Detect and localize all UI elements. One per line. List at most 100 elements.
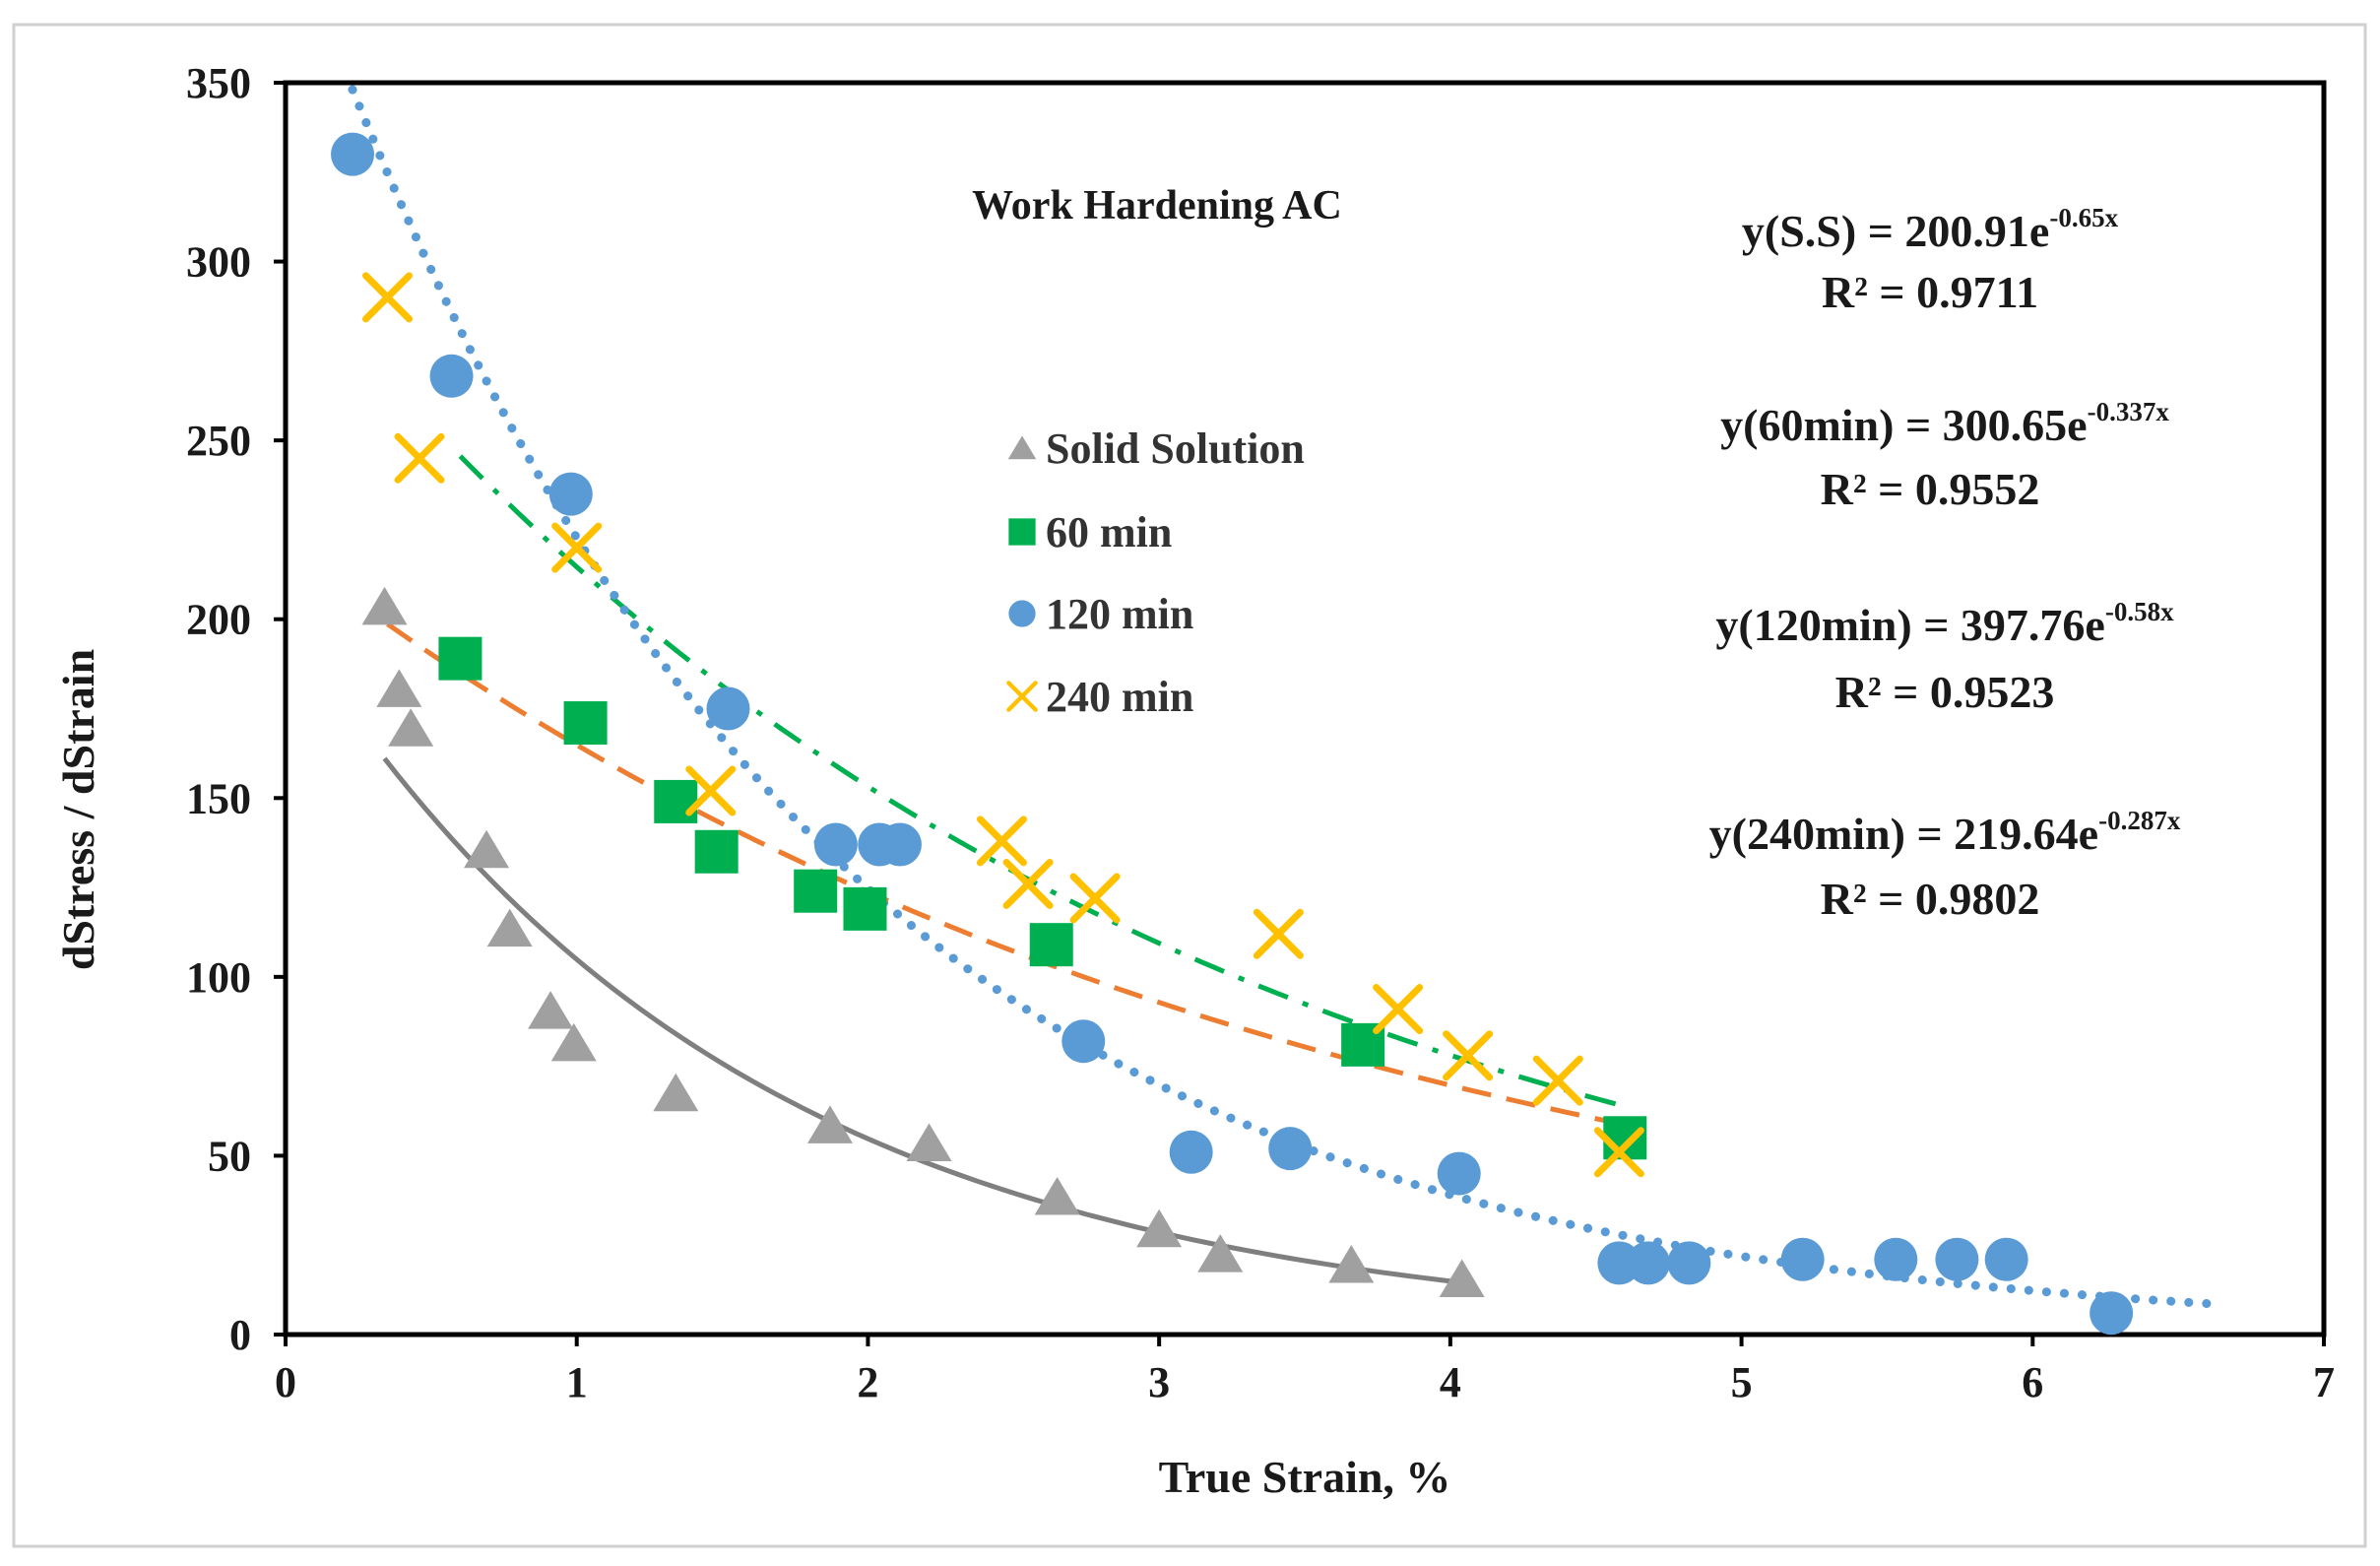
y-tick-label: 250 xyxy=(186,417,251,465)
data-point-solid-solution xyxy=(388,708,434,747)
data-point-60-min xyxy=(438,636,482,681)
legend-label-120-min: 120 min xyxy=(1046,590,1193,638)
data-point-solid-solution xyxy=(1034,1177,1080,1215)
data-point-120-min xyxy=(813,822,858,867)
x-tick-label: 2 xyxy=(857,1358,878,1406)
legend-marker-60-min xyxy=(1008,518,1036,546)
data-point-solid-solution xyxy=(1197,1234,1244,1272)
equation-120-min-exponent: -0.58x xyxy=(2105,597,2174,626)
data-point-solid-solution xyxy=(528,991,574,1029)
data-point-solid-solution xyxy=(1439,1259,1485,1298)
y-axis-title: dStress / dStrain xyxy=(53,649,103,970)
data-point-solid-solution xyxy=(1328,1245,1375,1283)
legend-markers xyxy=(1006,435,1038,712)
equation-solid-solution: y(S.S) = 200.91e-0.65x xyxy=(1742,203,2119,256)
equation-240-min: y(240min) = 219.64e-0.287x xyxy=(1709,806,2181,859)
data-point-60-min xyxy=(843,886,887,931)
data-point-120-min xyxy=(331,132,375,176)
data-point-240-min xyxy=(362,272,413,323)
data-point-240-min xyxy=(1532,1055,1583,1106)
legend: Solid Solution 60 min 120 min 240 min xyxy=(1006,424,1305,721)
data-point-120-min xyxy=(429,354,474,398)
data-point-120-min xyxy=(548,472,593,516)
data-point-240-min xyxy=(1373,984,1424,1035)
data-point-solid-solution xyxy=(806,1105,853,1143)
data-point-60-min xyxy=(563,701,608,746)
data-point-solid-solution xyxy=(1136,1208,1183,1248)
data-point-120-min xyxy=(1437,1151,1481,1196)
data-point-240-min xyxy=(976,816,1027,867)
data-point-60-min xyxy=(1029,923,1073,967)
y-tick-label: 0 xyxy=(229,1311,251,1359)
data-point-240-min xyxy=(1443,1030,1494,1081)
trendline-240-min xyxy=(386,621,1626,1128)
x-tick-label: 0 xyxy=(275,1358,296,1406)
data-point-240-min xyxy=(1593,1127,1644,1178)
x-tick-label: 6 xyxy=(2022,1358,2043,1406)
y-tick-label: 200 xyxy=(186,596,251,644)
data-point-60-min xyxy=(654,779,698,823)
y-tick-label: 300 xyxy=(186,238,251,287)
data-points xyxy=(331,132,2134,1336)
equation-240-min-exponent: -0.287x xyxy=(2098,806,2181,835)
data-point-240-min xyxy=(685,765,737,816)
x-tick-label: 7 xyxy=(2313,1358,2335,1406)
axes: 0 1 2 3 4 5 6 7 0 50 100 150 200 250 300 350 xyxy=(186,59,2335,1406)
data-point-240-min xyxy=(394,432,445,484)
data-point-120-min xyxy=(706,686,750,731)
x-axis-title: True Strain, % xyxy=(1159,1452,1451,1502)
data-point-120-min xyxy=(1984,1237,2028,1281)
data-point-120-min xyxy=(1874,1237,1918,1281)
data-point-60-min xyxy=(1603,1116,1647,1160)
y-tick-label: 150 xyxy=(186,774,251,822)
equation-120-min-base: y(120min) = 397.76e xyxy=(1715,600,2104,650)
equation-240-min-base: y(240min) = 219.64e xyxy=(1709,809,2098,859)
data-point-60-min xyxy=(794,869,838,913)
data-point-120-min xyxy=(1780,1237,1825,1281)
r2-120-min: R² = 0.9523 xyxy=(1835,667,2055,717)
legend-label-60-min: 60 min xyxy=(1046,508,1172,556)
data-point-120-min xyxy=(2090,1291,2134,1336)
data-point-240-min xyxy=(1002,858,1054,909)
legend-label-solid-solution: Solid Solution xyxy=(1046,424,1305,473)
legend-marker-240-min xyxy=(1006,681,1038,712)
trend-equations: y(S.S) = 200.91e-0.65x R² = 0.9711 y(60m… xyxy=(1709,203,2181,924)
y-tick-label: 350 xyxy=(186,59,251,107)
legend-label-240-min: 240 min xyxy=(1046,673,1193,721)
r2-60-min: R² = 0.9552 xyxy=(1821,464,2040,514)
chart-title: Work Hardening AC xyxy=(972,183,1342,228)
data-point-solid-solution xyxy=(653,1073,699,1112)
legend-marker-solid-solution xyxy=(1007,435,1037,460)
data-point-60-min xyxy=(694,829,739,874)
data-point-120-min xyxy=(1061,1019,1106,1064)
x-tick-label: 3 xyxy=(1148,1358,1170,1406)
data-point-120-min xyxy=(1169,1130,1213,1174)
data-point-solid-solution xyxy=(486,908,533,947)
r2-solid-solution: R² = 0.9711 xyxy=(1822,267,2038,317)
data-point-120-min xyxy=(1626,1241,1670,1285)
data-point-240-min xyxy=(1253,908,1304,959)
data-point-solid-solution xyxy=(906,1123,952,1162)
y-tick-label: 100 xyxy=(186,953,251,1002)
equation-60-min: y(60min) = 300.65e-0.337x xyxy=(1720,397,2169,450)
equation-solid-solution-exponent: -0.65x xyxy=(2049,203,2118,232)
r2-240-min: R² = 0.9802 xyxy=(1821,874,2040,924)
trendline-solid-solution xyxy=(382,756,1462,1285)
data-point-solid-solution xyxy=(464,829,510,869)
data-point-120-min xyxy=(877,822,922,867)
data-point-240-min xyxy=(1069,873,1121,924)
legend-marker-120-min xyxy=(1008,600,1036,627)
x-tick-label: 4 xyxy=(1440,1358,1461,1406)
data-point-solid-solution xyxy=(361,586,408,625)
data-point-120-min xyxy=(1268,1127,1313,1171)
data-point-120-min xyxy=(1935,1237,1979,1281)
equation-solid-solution-base: y(S.S) = 200.91e xyxy=(1742,206,2049,256)
data-point-solid-solution xyxy=(376,669,422,707)
x-tick-label: 1 xyxy=(566,1358,588,1406)
data-point-solid-solution xyxy=(550,1022,597,1062)
x-tick-label: 5 xyxy=(1731,1358,1753,1406)
equation-120-min: y(120min) = 397.76e-0.58x xyxy=(1715,597,2174,650)
plot-area-frame xyxy=(283,80,2327,1338)
